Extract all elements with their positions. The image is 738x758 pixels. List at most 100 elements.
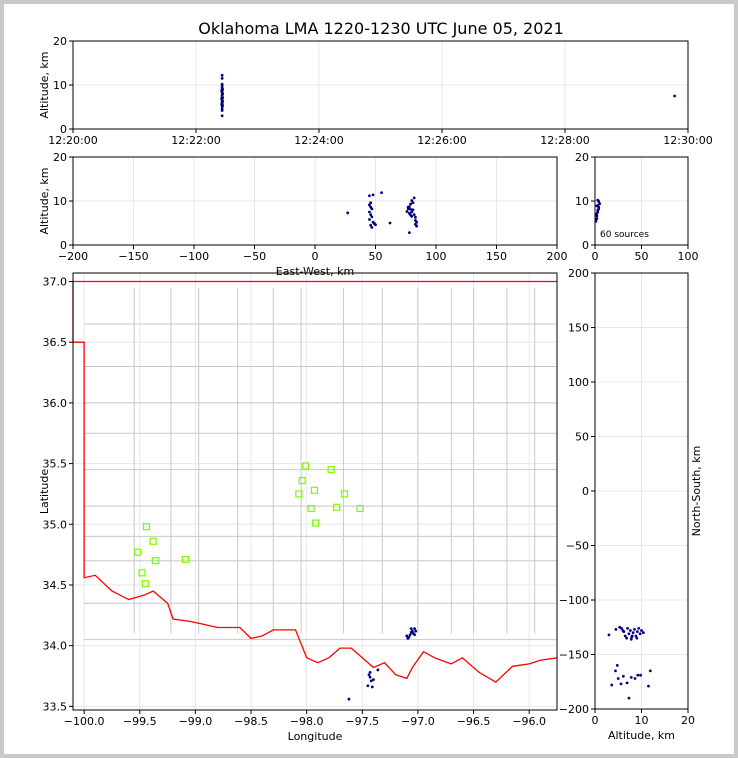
y-tick-label: −150 (559, 649, 589, 662)
y-tick-label: 0 (60, 123, 67, 136)
lightning-source (380, 191, 383, 195)
lightning-source (598, 202, 602, 206)
lma-station (133, 548, 142, 556)
lightning-source (370, 226, 374, 229)
x-axis-label: Altitude, km (608, 729, 675, 742)
lightning-source (411, 208, 415, 212)
y-axis-label: Altitude, km (38, 51, 51, 118)
x-tick-label: −96.0 (512, 715, 546, 728)
lightning-source (615, 664, 619, 667)
y-tick-label: 0 (582, 239, 589, 252)
lightning-source (388, 221, 392, 225)
lightning-source (221, 99, 225, 103)
lma-station (310, 486, 319, 494)
lightning-source (220, 102, 224, 106)
lightning-source (407, 231, 411, 235)
x-tick-label: 12:26:00 (417, 134, 466, 147)
lightning-source (410, 215, 414, 218)
panel-time-height: 12:20:00 12:22:00 12:24:00 12:26:00 12:28:00… (38, 35, 713, 147)
lightning-source (413, 627, 416, 631)
y-tick-label: 20 (575, 151, 589, 164)
lightning-source (409, 627, 413, 631)
y-tick-label: 34.5 (43, 579, 68, 592)
x-tick-label: 12:30:00 (663, 134, 712, 147)
y-tick-label: −100 (559, 594, 589, 607)
lightning-source (641, 631, 645, 635)
lma-station (333, 503, 341, 511)
lightning-source (220, 73, 224, 77)
lightning-source (625, 681, 629, 685)
lightning-source (635, 636, 639, 640)
lightning-source (371, 193, 375, 197)
lightning-source (408, 633, 412, 637)
x-tick-label: 50 (635, 250, 649, 263)
lma-station (181, 555, 189, 564)
y-tick-label: −200 (559, 703, 589, 716)
x-tick-label: 100 (678, 250, 699, 263)
lightning-source (610, 683, 614, 687)
lightning-source (626, 626, 629, 630)
lightning-source (368, 194, 371, 198)
lightning-source (220, 77, 224, 80)
y-axis-label: Latitude (38, 469, 51, 515)
lightning-source (633, 628, 636, 631)
lightning-source (627, 696, 631, 700)
lightning-source (627, 632, 631, 636)
lightning-source (410, 210, 414, 214)
lightning-source (368, 218, 371, 221)
x-tick-label: 10 (635, 714, 649, 727)
lightning-source (412, 196, 416, 200)
lightning-source (409, 202, 412, 206)
x-tick-label: 12:20:00 (48, 134, 97, 147)
lightning-source (414, 629, 418, 633)
lightning-source (405, 210, 409, 213)
x-tick-label: 20 (681, 714, 695, 727)
lma-station (327, 466, 335, 474)
lma-station (340, 490, 349, 498)
lma-station (141, 580, 149, 588)
lightning-source (370, 207, 374, 211)
lightning-source (637, 626, 641, 630)
y-tick-label: 33.5 (43, 700, 68, 713)
lightning-source (410, 199, 414, 202)
lightning-source (370, 685, 374, 689)
lma-station (295, 490, 303, 498)
lightning-source (621, 674, 625, 678)
y-tick-label: 150 (568, 322, 589, 335)
panel-ns-height: 0 10 20 −200 −150 −100 −50 0 50 100 150 200 Altitude… (559, 267, 703, 742)
lightning-source (409, 207, 412, 211)
lightning-source (368, 670, 372, 674)
lightning-source (369, 679, 373, 683)
lightning-source (633, 677, 637, 680)
lightning-source (628, 629, 632, 632)
y-tick-label: −50 (566, 540, 589, 553)
lma-station (356, 504, 364, 513)
x-tick-label: −200 (58, 250, 88, 263)
y-tick-label: 10 (575, 195, 589, 208)
lightning-source (631, 631, 635, 635)
y-tick-label: 200 (568, 267, 589, 280)
lightning-source (221, 92, 225, 96)
lightning-source (638, 632, 642, 636)
x-axis-label: East-West, km (276, 265, 354, 278)
x-tick-label: −97.5 (345, 715, 379, 728)
y-tick-label: 20 (53, 151, 67, 164)
lightning-source (673, 94, 677, 98)
lightning-source (414, 215, 417, 219)
lma-station (311, 519, 320, 527)
lightning-source (625, 636, 629, 640)
lightning-source (368, 203, 371, 207)
lightning-source (369, 201, 373, 205)
x-axis-label: Longitude (288, 730, 343, 743)
lightning-source (406, 205, 410, 209)
axes-frame (72, 272, 558, 711)
y-axis-label: North-South, km (690, 446, 703, 537)
lightning-source (220, 89, 224, 93)
x-tick-label: −99.5 (123, 715, 157, 728)
x-tick-label: 0 (592, 714, 599, 727)
lightning-source (614, 628, 618, 631)
lma-station (142, 523, 151, 531)
lightning-source (369, 213, 373, 217)
y-tick-label: 100 (568, 376, 589, 389)
